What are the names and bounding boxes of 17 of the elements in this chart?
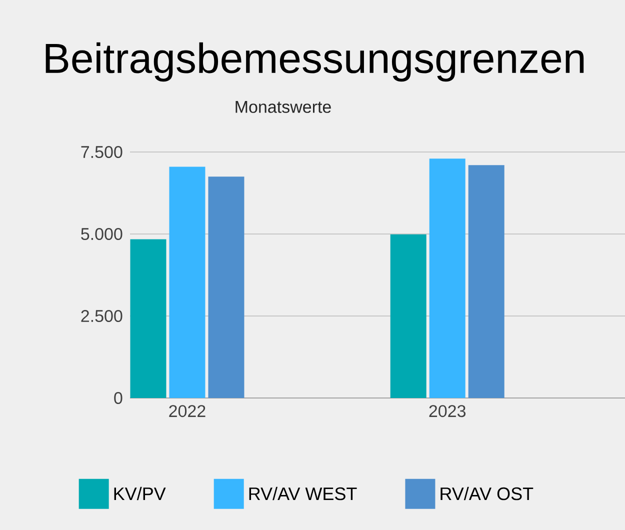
x-tick-label: 2022 [169, 405, 206, 418]
bar [429, 158, 466, 398]
y-tick-label: 0 [114, 392, 122, 404]
bar [169, 166, 206, 398]
bar [390, 234, 426, 398]
bar [208, 176, 244, 398]
legend-label: RV/AV WEST [249, 486, 357, 500]
legend-label: RV/AV OST [440, 486, 534, 500]
y-tick-label: 5.000 [81, 228, 122, 240]
y-tick-label: 7.500 [81, 146, 122, 158]
legend-label: KV/PV [114, 486, 166, 500]
y-tick-label: 2.500 [81, 310, 122, 322]
x-tick-label: 2023 [429, 405, 466, 418]
chart-title: Beitragsbemessungsgrenzen [46, 42, 584, 82]
bar [130, 239, 166, 398]
bar [468, 165, 504, 398]
chart-subtitle: Monatswerte [236, 101, 331, 113]
